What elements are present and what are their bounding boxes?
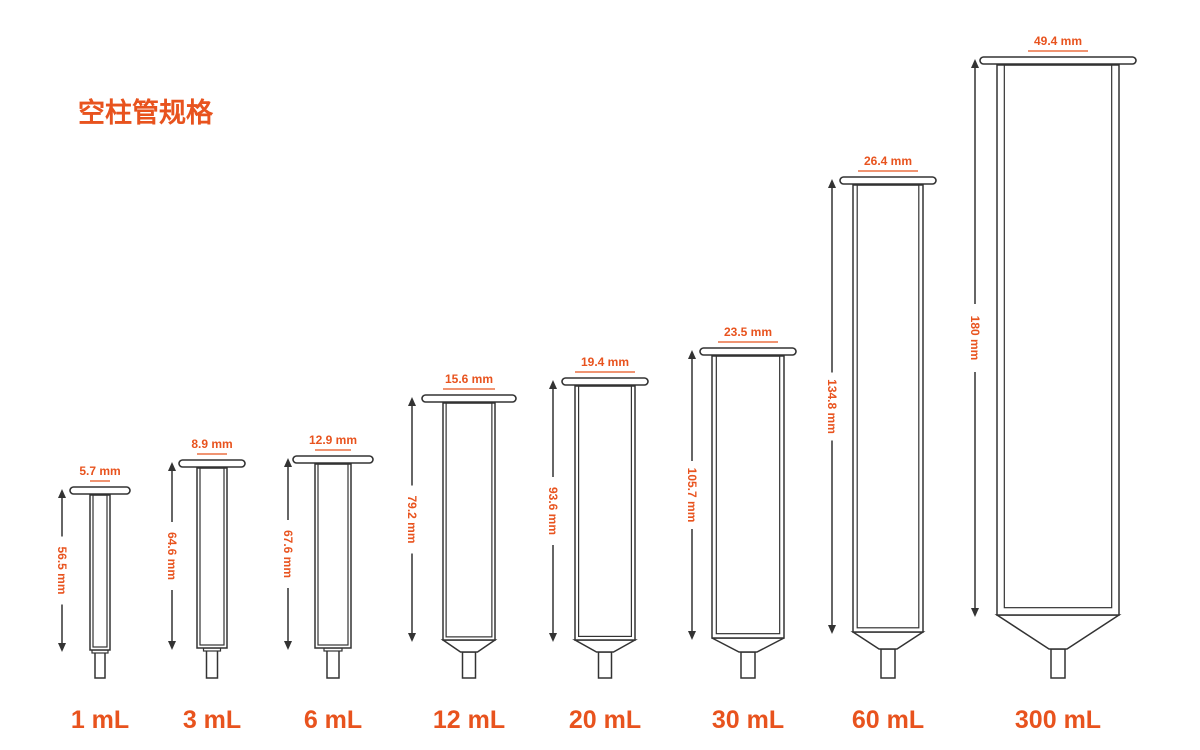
- height-label: 134.8 mm: [825, 379, 839, 434]
- arrow-head: [284, 641, 292, 650]
- volume-label: 1 mL: [71, 706, 129, 734]
- volume-label: 6 mL: [304, 706, 362, 734]
- column-body: [852, 184, 924, 633]
- diameter-label: 23.5 mm: [724, 325, 772, 339]
- diameter-label: 8.9 mm: [191, 437, 232, 451]
- column-body: [574, 385, 636, 641]
- column-inner: [1003, 64, 1113, 609]
- height-label-group: 56.5 mm: [55, 536, 69, 605]
- column-flange: [839, 176, 937, 185]
- height-label-bg: [55, 536, 69, 605]
- diameter-label: 49.4 mm: [1034, 34, 1082, 48]
- arrow-head: [284, 458, 292, 467]
- column-inner: [445, 402, 493, 638]
- diameter-label: 15.6 mm: [445, 372, 493, 386]
- arrow-head: [58, 489, 66, 498]
- column-body: [442, 402, 496, 641]
- column-flange: [69, 486, 131, 495]
- height-label-group: 93.6 mm: [546, 477, 560, 545]
- arrow-head: [971, 59, 979, 68]
- height-label-bg: [546, 477, 560, 545]
- arrow-head: [168, 641, 176, 650]
- height-label: 105.7 mm: [685, 468, 699, 523]
- height-label-bg: [825, 372, 839, 441]
- column-flange: [421, 394, 517, 403]
- height-label-group: 134.8 mm: [825, 372, 839, 441]
- column-inner: [199, 467, 225, 646]
- volume-label: 30 mL: [712, 706, 784, 734]
- column-tip: [597, 651, 613, 679]
- volume-label: 300 mL: [1015, 706, 1101, 734]
- column-tip: [880, 648, 896, 679]
- column-tip: [94, 651, 106, 679]
- column-body: [996, 64, 1120, 616]
- height-label: 79.2 mm: [405, 495, 419, 543]
- height-label-group: 64.6 mm: [165, 522, 179, 590]
- height-label-bg: [968, 304, 982, 372]
- height-label-bg: [281, 520, 295, 588]
- arrow-head: [688, 631, 696, 640]
- arrow-head: [828, 625, 836, 634]
- height-label: 93.6 mm: [546, 487, 560, 535]
- height-label: 180 mm: [968, 316, 982, 361]
- column-flange: [292, 455, 374, 464]
- volume-label: 20 mL: [569, 706, 641, 734]
- arrow-head: [688, 350, 696, 359]
- arrow-head: [549, 380, 557, 389]
- height-label: 67.6 mm: [281, 530, 295, 578]
- column-flange: [979, 56, 1137, 65]
- height-label-bg: [165, 522, 179, 590]
- arrow-head: [408, 397, 416, 406]
- diameter-label: 5.7 mm: [79, 464, 120, 478]
- column-flange: [178, 459, 246, 468]
- column-flange: [699, 347, 797, 356]
- diameter-label: 12.9 mm: [309, 433, 357, 447]
- diameter-label: 19.4 mm: [581, 355, 629, 369]
- height-label-bg: [685, 461, 699, 529]
- height-label: 56.5 mm: [55, 546, 69, 594]
- arrow-head: [58, 643, 66, 652]
- arrow-head: [971, 608, 979, 617]
- arrow-head: [828, 179, 836, 188]
- column-body: [711, 355, 785, 639]
- column-tip: [205, 649, 219, 679]
- volume-label: 3 mL: [183, 706, 241, 734]
- height-label-bg: [405, 485, 419, 554]
- height-label-group: 67.6 mm: [281, 520, 295, 588]
- diameter-label: 26.4 mm: [864, 154, 912, 168]
- column-inner: [92, 494, 108, 648]
- column-tip: [740, 651, 756, 679]
- arrow-head: [168, 462, 176, 471]
- arrow-head: [408, 633, 416, 642]
- column-body: [196, 467, 228, 649]
- column-tip: [1050, 648, 1066, 679]
- column-body: [314, 463, 352, 649]
- column-inner: [317, 463, 349, 646]
- column-inner: [856, 184, 920, 629]
- height-label-group: 105.7 mm: [685, 461, 699, 529]
- height-label-group: 180 mm: [968, 304, 982, 372]
- volume-label: 12 mL: [433, 706, 505, 734]
- column-inner: [715, 355, 781, 635]
- arrow-head: [549, 633, 557, 642]
- column-flange: [561, 377, 649, 386]
- volume-label: 60 mL: [852, 706, 924, 734]
- title: 空柱管规格: [78, 97, 214, 128]
- column-tip: [461, 651, 477, 679]
- height-label-group: 79.2 mm: [405, 485, 419, 554]
- column-inner: [577, 385, 632, 637]
- height-label: 64.6 mm: [165, 532, 179, 580]
- column-tip: [326, 649, 340, 679]
